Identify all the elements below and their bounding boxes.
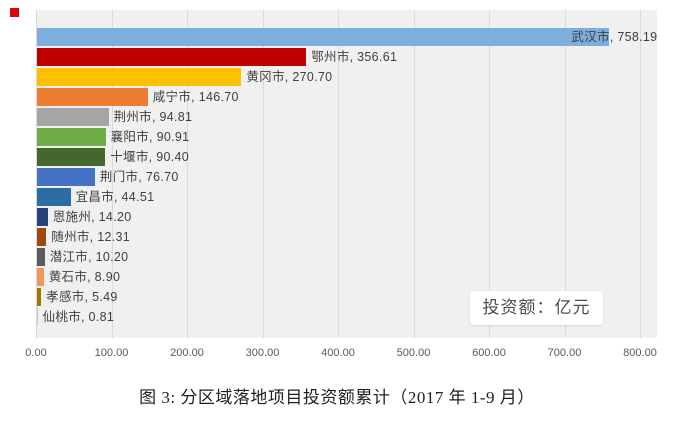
gridline: [564, 10, 566, 338]
bar-data-label: 咸宁市, 146.70: [152, 90, 239, 104]
bar-row: 武汉市, 758.19: [37, 28, 657, 48]
bar-row: 咸宁市, 146.70: [37, 88, 641, 108]
bar: [37, 288, 42, 306]
bar-row: 孝感市, 5.49: [37, 288, 641, 308]
x-axis-tick-label: 300.00: [245, 347, 280, 359]
bar: [37, 268, 44, 286]
gridline: [187, 10, 188, 338]
bar-data-label: 襄阳市, 90.91: [110, 130, 190, 144]
x-axis-tick-label: 100.00: [94, 347, 129, 359]
figure-caption: 图 3: 分区域落地项目投资额累计（2017 年 1-9 月）: [139, 388, 535, 407]
bar: [37, 188, 71, 206]
bar-data-label: 武汉市, 758.19: [571, 30, 658, 44]
x-axis-tick-label: 700.00: [547, 347, 582, 359]
unit-annotation: 投资额：亿元: [470, 291, 603, 325]
bar-data-label: 黄冈市, 270.70: [246, 70, 333, 84]
bar-data-label: 潜江市, 10.20: [49, 250, 129, 264]
bar: [37, 28, 610, 46]
bar-data-label: 仙桃市, 0.81: [42, 310, 115, 324]
bar-row: 黄石市, 8.90: [37, 268, 641, 288]
bar-data-label: 十堰市, 90.40: [110, 150, 189, 164]
bar: [37, 148, 106, 166]
x-axis-tick-label: 500.00: [396, 347, 431, 359]
x-axis-tick-label: 600.00: [472, 347, 506, 359]
bar: [37, 48, 307, 66]
x-axis-tick-label: 200.00: [170, 347, 204, 359]
bar-data-label: 随州市, 12.31: [51, 230, 131, 244]
bar-row: 仙桃市, 0.81: [37, 308, 641, 328]
x-axis-tick-label: 400.00: [321, 347, 355, 359]
gridline: [262, 10, 264, 338]
bar-data-label: 黄石市, 8.90: [48, 270, 121, 284]
bar-row: 鄂州市, 356.61: [37, 48, 641, 68]
bar-row: 荆州市, 94.81: [37, 108, 641, 128]
bar: [37, 108, 109, 126]
x-axis: 0.00 100.00 200.00 300.00 400.00 500.00 600.00…: [0, 347, 674, 363]
bar-row: 襄阳市, 90.91: [37, 128, 641, 148]
plot-area: 武汉市, 758.19 鄂州市, 356.61 黄冈市, 270.70 咸宁市, 14…: [36, 10, 657, 338]
red-square-marker: [10, 8, 19, 17]
gridline: [489, 10, 490, 338]
bar-row: 黄冈市, 270.70: [37, 68, 641, 88]
gridline: [111, 10, 113, 338]
bar-series: 武汉市, 758.19 鄂州市, 356.61 黄冈市, 270.70 咸宁市, 14…: [37, 28, 657, 328]
bar-row: 恩施州, 14.20: [37, 208, 641, 228]
bar-row: 随州市, 12.31: [37, 228, 641, 248]
bar-row: 荆门市, 76.70: [37, 168, 641, 188]
bar-row: 宜昌市, 44.51: [37, 188, 641, 208]
bar-data-label: 恩施州, 14.20: [52, 210, 132, 224]
bar-data-label: 鄂州市, 356.61: [311, 50, 398, 64]
bar: [37, 228, 47, 246]
gridline: [338, 10, 339, 338]
bar: [37, 248, 45, 266]
bar-data-label: 荆门市, 76.70: [99, 170, 179, 184]
bar-data-label: 荆州市, 94.81: [113, 110, 193, 124]
bar: [37, 308, 38, 326]
bar: [37, 88, 148, 106]
gridline: [640, 10, 641, 338]
gridline: [36, 10, 37, 338]
x-axis-tick-label: 0.00: [25, 347, 47, 359]
bar-row: 潜江市, 10.20: [37, 248, 641, 268]
bar-data-label: 宜昌市, 44.51: [75, 190, 155, 204]
bar: [37, 208, 48, 226]
bar-row: 十堰市, 90.40: [37, 148, 641, 168]
bar: [37, 168, 95, 186]
gridline: [413, 10, 415, 338]
x-axis-tick-label: 800.00: [623, 347, 657, 359]
bar: [37, 68, 242, 86]
bar: [37, 128, 106, 146]
bar-data-label: 孝感市, 5.49: [46, 290, 118, 304]
